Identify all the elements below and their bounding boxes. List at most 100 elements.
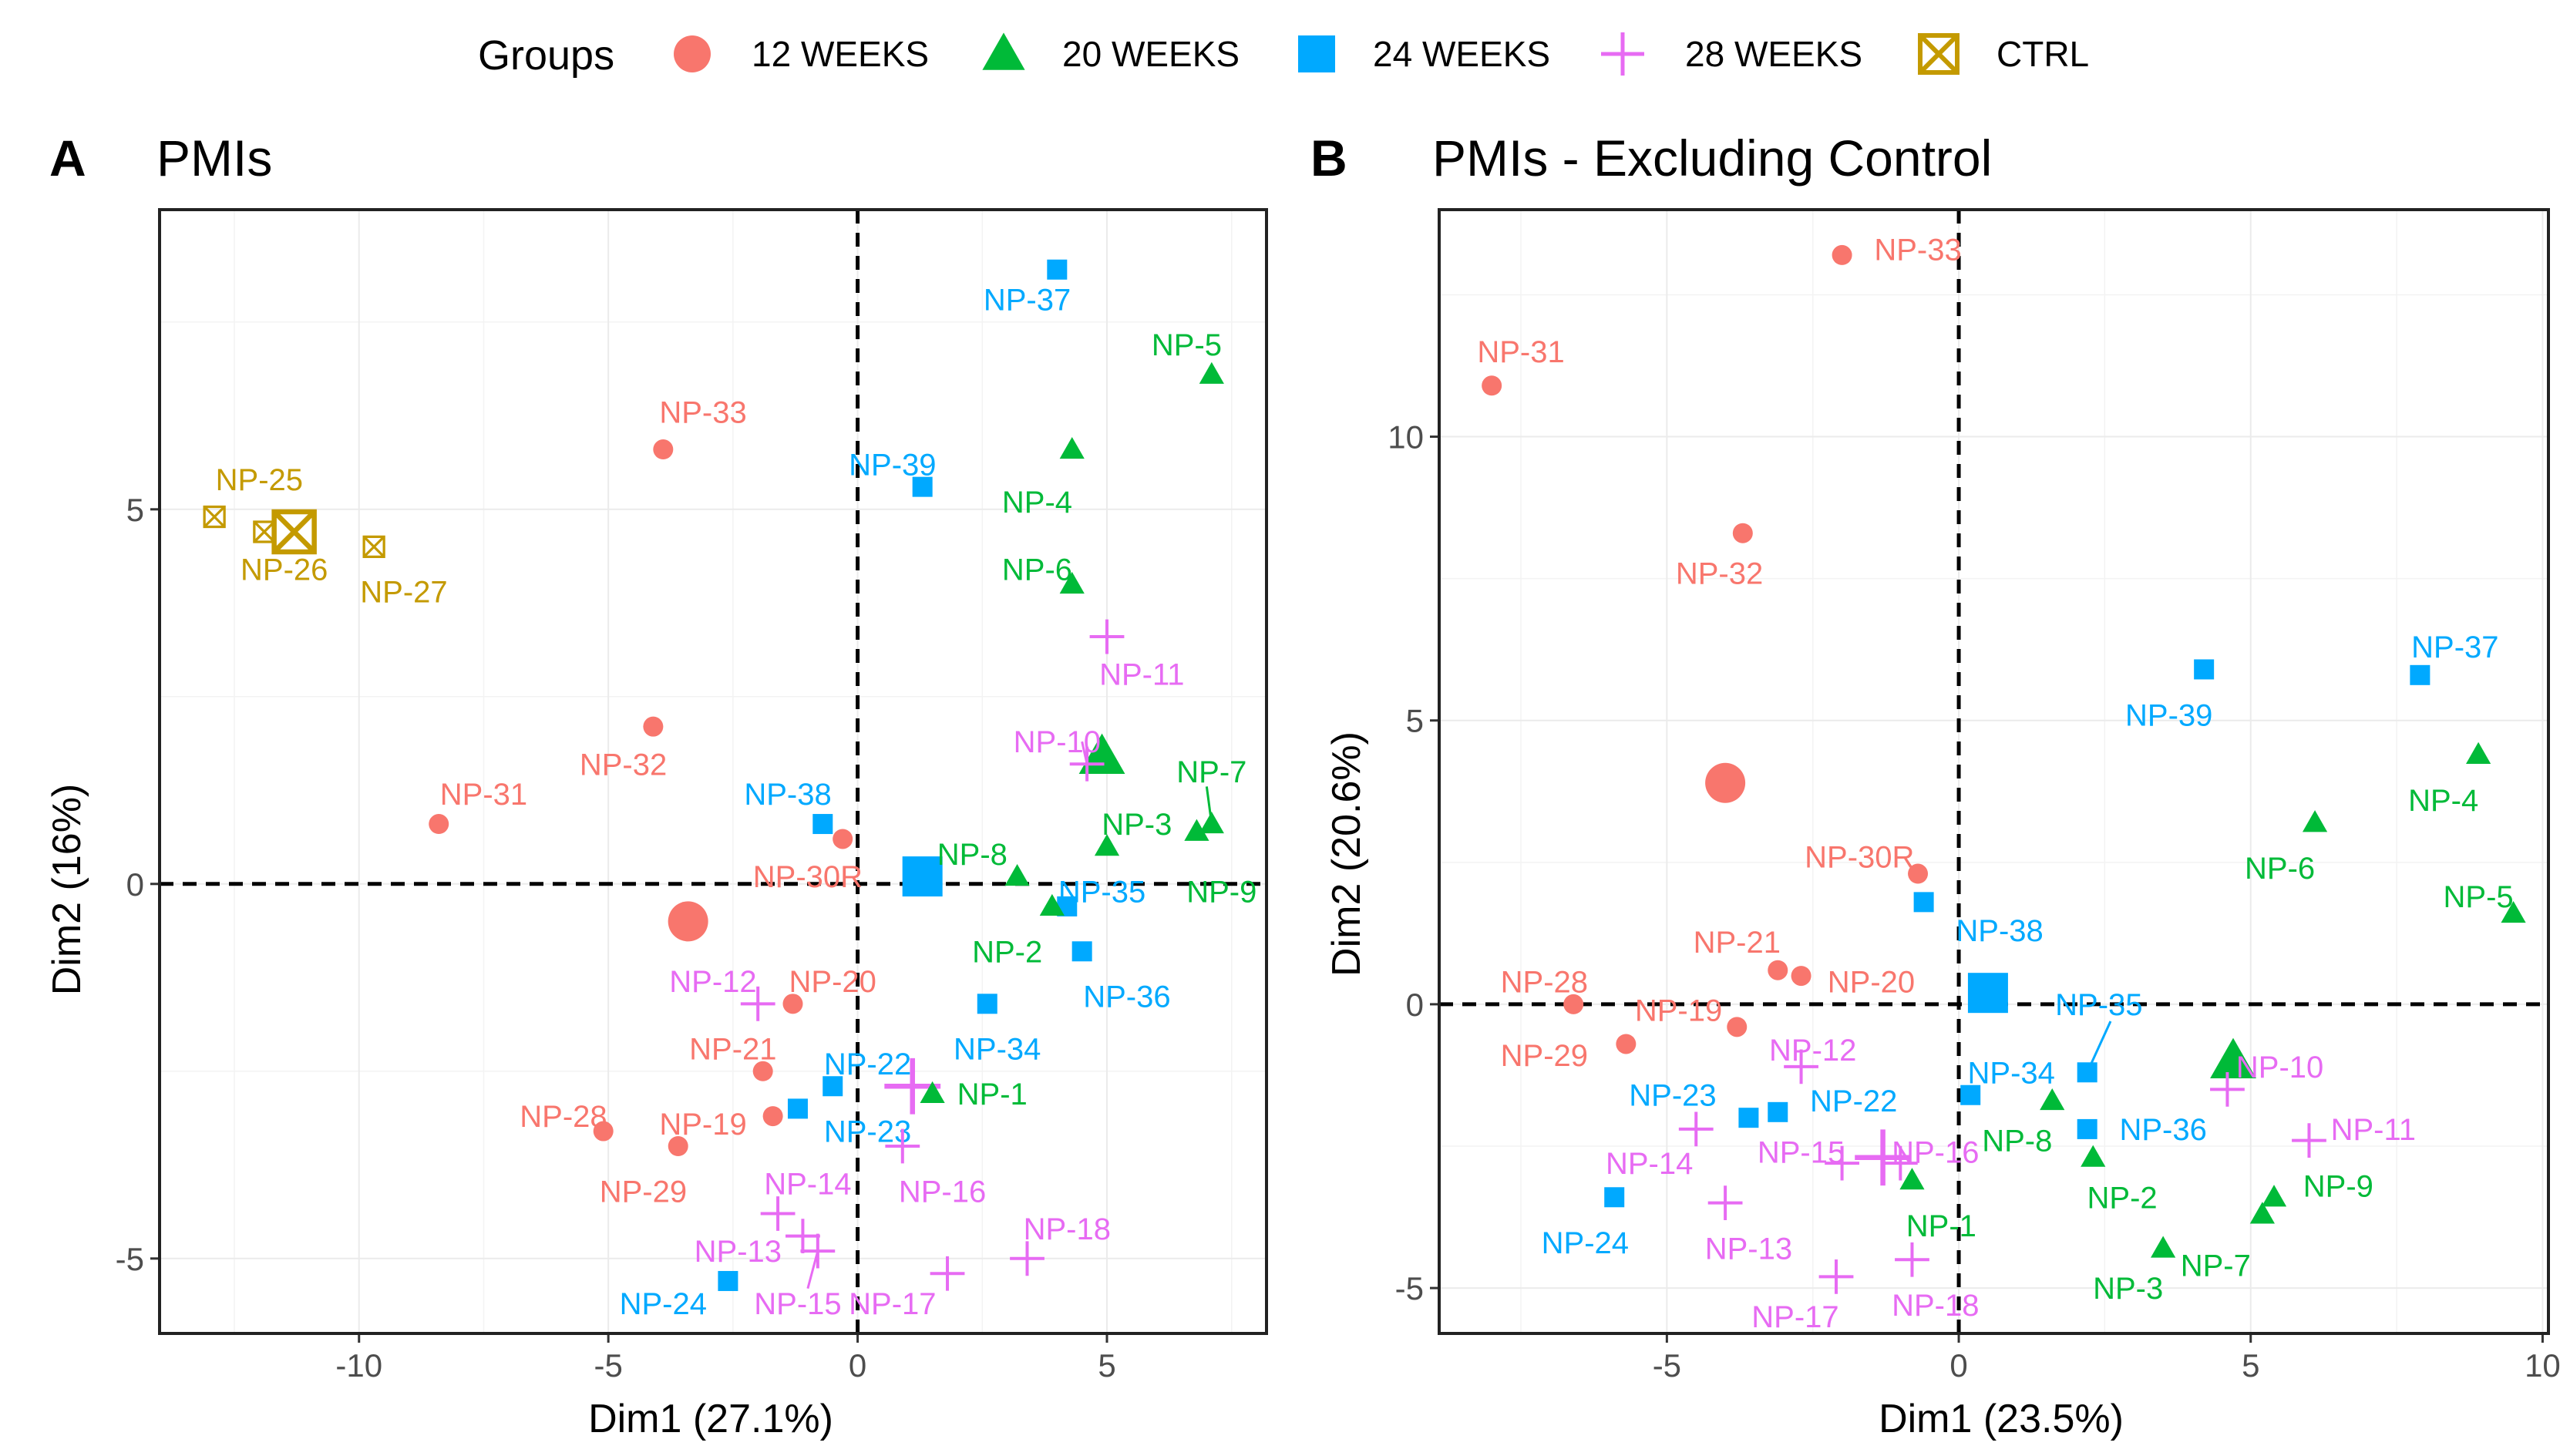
- point-np-13: [785, 1219, 820, 1254]
- point-label: NP-4: [2408, 784, 2478, 818]
- legend-label: CTRL: [1997, 34, 2089, 74]
- point-label: NP-33: [1874, 234, 1961, 267]
- x-tick-label: 5: [2242, 1347, 2259, 1384]
- point-label: NP-28: [1501, 965, 1588, 999]
- point-np-30r: [1908, 863, 1929, 884]
- point-label: NP-23: [824, 1115, 911, 1149]
- point-np-27: [362, 535, 385, 559]
- x-tick-label: 0: [849, 1347, 866, 1384]
- point-label: NP-30R: [1805, 840, 1914, 874]
- point-np-20: [782, 994, 803, 1014]
- legend-item-ctrl: CTRL: [1918, 33, 2089, 75]
- point-label: NP-29: [1501, 1039, 1588, 1073]
- point-np-30r: [833, 829, 853, 849]
- x-tick-label: -10: [335, 1347, 382, 1384]
- point-np-6: [1059, 571, 1085, 594]
- point-label: NP-16: [899, 1175, 986, 1209]
- point-label: NP-35: [2055, 988, 2142, 1022]
- panel-b-plot-area: -5 0 5 10 -5 0 5 10 NP-33 NP-31 NP-32 NP-39 NP-37 NP-…: [1388, 208, 2560, 1384]
- point-np-22: [822, 1076, 843, 1097]
- point-label: NP-19: [1635, 994, 1722, 1027]
- point-np-36: [2077, 1118, 2097, 1139]
- point-label: NP-24: [1542, 1226, 1629, 1260]
- point-label: NP-31: [1477, 335, 1564, 369]
- point-label: NP-1: [1906, 1209, 1976, 1243]
- panel-border: [1438, 208, 2550, 1335]
- y-tick-label: -5: [1395, 1270, 1424, 1306]
- y-tick-label: 5: [126, 492, 144, 528]
- centroid-20w: [2210, 1037, 2256, 1078]
- legend-title: Groups: [478, 32, 614, 79]
- point-np-9: [1184, 819, 1209, 841]
- point-label: NP-7: [2181, 1249, 2251, 1283]
- panel-b-title: PMIs - Excluding Control: [1432, 129, 1992, 187]
- y-tick-label: 0: [1406, 987, 1424, 1023]
- point-label: NP-24: [620, 1287, 707, 1321]
- point-label: NP-8: [1982, 1125, 2052, 1158]
- point-np-23: [787, 1098, 808, 1119]
- point-label: NP-22: [824, 1047, 911, 1081]
- centroid-24w: [1967, 973, 2008, 1014]
- legend-label: 24 WEEKS: [1373, 34, 1550, 74]
- point-np-32: [1732, 523, 1753, 543]
- point-label: NP-38: [744, 778, 831, 812]
- point-np-38: [812, 814, 833, 835]
- point-label: NP-36: [2119, 1113, 2206, 1147]
- point-label: NP-26: [241, 553, 328, 587]
- point-np-12: [740, 986, 775, 1021]
- point-label: NP-22: [1810, 1084, 1897, 1118]
- point-np-5: [1199, 361, 1224, 384]
- centroid-12w: [1705, 762, 1746, 803]
- point-label: NP-11: [2331, 1113, 2416, 1147]
- point-np-39: [2194, 659, 2215, 680]
- point-label: NP-11: [1099, 658, 1184, 692]
- point-label: NP-18: [1892, 1289, 1979, 1323]
- point-label: NP-20: [789, 965, 876, 999]
- point-np-15: [1825, 1145, 1859, 1181]
- point-np-2: [2081, 1145, 2106, 1167]
- point-np-29: [1616, 1034, 1637, 1054]
- point-np-7: [1199, 811, 1224, 834]
- point-label: NP-31: [440, 778, 527, 812]
- point-label: NP-3: [2093, 1272, 2163, 1306]
- centroid-24w: [902, 856, 943, 897]
- point-label: NP-32: [1676, 557, 1763, 590]
- point-label: NP-36: [1083, 980, 1170, 1014]
- point-np-5: [2501, 900, 2526, 923]
- legend-items: 12 WEEKS 20 WEEKS 24 WEEKS 28 WEEKS CTRL: [674, 32, 2089, 76]
- point-np-11: [2292, 1123, 2326, 1158]
- point-label: NP-14: [1606, 1147, 1693, 1181]
- point-np-24: [1604, 1187, 1625, 1208]
- panel-b-x-axis-title: Dim1 (23.5%): [1879, 1397, 2124, 1441]
- point-np-11: [1089, 619, 1125, 654]
- legend-item-20w: 20 WEEKS: [982, 32, 1240, 74]
- point-np-20: [1791, 966, 1812, 987]
- point-label: NP-15: [754, 1287, 841, 1321]
- point-np-8: [2040, 1088, 2065, 1111]
- point-label: NP-13: [1705, 1232, 1792, 1266]
- point-label: NP-19: [659, 1108, 746, 1142]
- panel-a-x-axis-title: Dim1 (27.1%): [588, 1397, 833, 1441]
- legend-label: 28 WEEKS: [1685, 34, 1862, 74]
- point-np-34: [1960, 1084, 1981, 1105]
- point-np-1: [1899, 1168, 1925, 1190]
- point-label: NP-5: [2444, 880, 2514, 914]
- point-label: NP-35: [1058, 876, 1145, 910]
- point-np-15: [800, 1233, 836, 1269]
- point-np-22: [1768, 1101, 1788, 1122]
- point-np-14: [1678, 1111, 1714, 1147]
- point-np-33: [1832, 244, 1852, 265]
- point-np-28: [593, 1121, 614, 1142]
- point-label: NP-17: [849, 1287, 936, 1321]
- point-label: NP-34: [954, 1033, 1041, 1067]
- point-np-32: [643, 716, 664, 737]
- boxcross-marker-icon: [1918, 33, 1960, 75]
- point-label: NP-20: [1828, 965, 1915, 999]
- point-label: NP-28: [520, 1100, 607, 1134]
- point-label: NP-27: [360, 576, 447, 610]
- point-label: NP-34: [1968, 1056, 2055, 1090]
- legend: Groups 12 WEEKS 20 WEEKS 24 WEEKS 28 WEEKS C…: [478, 32, 2089, 79]
- point-label: NP-6: [2245, 852, 2315, 886]
- panel-border: [158, 208, 1268, 1335]
- point-label: NP-39: [849, 448, 936, 482]
